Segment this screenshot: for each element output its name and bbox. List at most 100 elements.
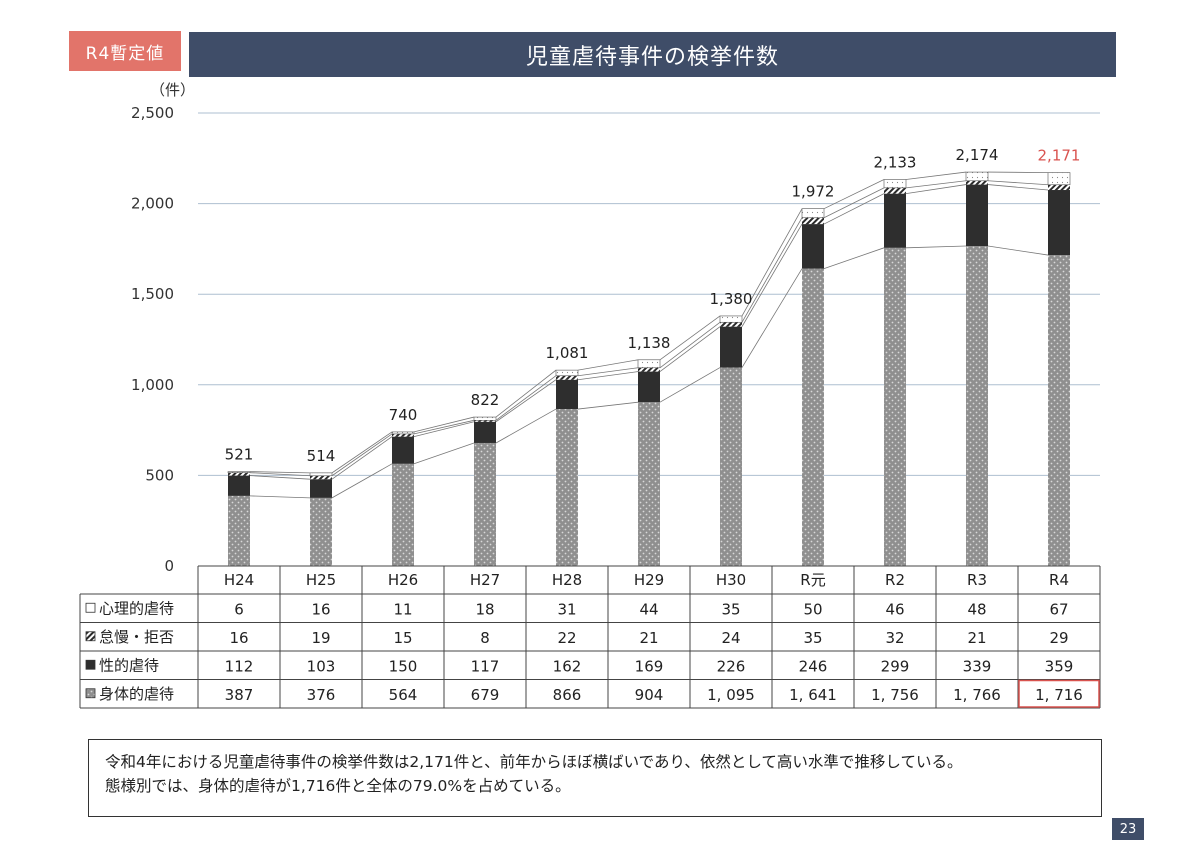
category-label: R3: [967, 571, 987, 589]
table-value: 35: [721, 600, 740, 618]
provisional-badge: R4暫定値: [69, 31, 181, 71]
table-value: 46: [885, 600, 904, 618]
bar-segment: [638, 402, 660, 566]
y-unit-label: （件）: [150, 81, 195, 99]
total-label: 1,380: [710, 290, 753, 308]
category-label: H29: [634, 571, 664, 589]
bar-segment: [310, 497, 332, 566]
bar-segment: [802, 224, 824, 269]
legend-label: 怠慢・拒否: [99, 628, 174, 646]
table-value: 1, 766: [953, 686, 1001, 704]
legend-swatch: [85, 688, 96, 699]
table-value: 359: [1045, 657, 1074, 675]
bar-segment: [884, 247, 906, 566]
page-number: 23: [1112, 818, 1144, 840]
table-value: 11: [393, 600, 412, 618]
table-value: 904: [635, 686, 664, 704]
total-label: 2,133: [874, 154, 917, 172]
table-value: 67: [1049, 600, 1068, 618]
table-value: 21: [639, 629, 658, 647]
table-value: 162: [553, 657, 582, 675]
summary-box: 令和4年における児童虐待事件の検挙件数は2,171件と、前年からほぼ横ばいであり…: [88, 739, 1102, 817]
bar-segment: [802, 217, 824, 225]
category-label: R元: [800, 571, 825, 589]
table-value: 15: [393, 629, 412, 647]
bar-segment: [228, 495, 250, 566]
bar-segment: [473, 416, 497, 421]
bar-segment: [719, 315, 743, 323]
bar-segment: [638, 367, 660, 372]
table-value: 18: [475, 600, 494, 618]
table-value: 246: [799, 657, 828, 675]
table-value: 169: [635, 657, 664, 675]
summary-line-1: 令和4年における児童虐待事件の検挙件数は2,171件と、前年からほぼ横ばいであり…: [105, 753, 963, 771]
bar-segment: [637, 359, 661, 369]
bar-segment: [392, 436, 414, 464]
total-label: 2,171: [1038, 147, 1081, 165]
table-value: 29: [1049, 629, 1068, 647]
table-value: 1, 716: [1035, 686, 1083, 704]
table-value: 48: [967, 600, 986, 618]
bar-segment: [556, 409, 578, 566]
total-label: 1,138: [628, 334, 671, 352]
legend-swatch: [85, 602, 96, 613]
bar-segment: [310, 479, 332, 498]
bar-segment: [1048, 255, 1070, 567]
bar-segment: [966, 180, 988, 185]
category-label: R2: [885, 571, 905, 589]
table-value: 32: [885, 629, 904, 647]
bar-segment: [310, 475, 332, 480]
bar-segment: [883, 179, 907, 189]
table-value: 8: [480, 629, 490, 647]
bar-segment: [638, 371, 660, 403]
bar-segment: [1048, 184, 1070, 191]
bar-segment: [228, 475, 250, 496]
bar-segment: [720, 326, 742, 368]
table-value: 679: [471, 686, 500, 704]
bar-segment: [556, 375, 578, 380]
table-value: 6: [234, 600, 244, 618]
category-label: H26: [388, 571, 418, 589]
series-connector: [249, 171, 1049, 474]
bar-segment: [965, 171, 989, 182]
total-label: 521: [225, 446, 254, 464]
table-value: 564: [389, 686, 418, 704]
table-value: 16: [229, 629, 248, 647]
bar-segment: [555, 369, 579, 377]
table-value: 339: [963, 657, 992, 675]
table-value: 22: [557, 629, 576, 647]
bar-segment: [391, 431, 415, 435]
category-label: R4: [1049, 571, 1069, 589]
bar-segment: [801, 208, 825, 219]
summary-line-2: 態様別では、身体的虐待が1,716件と全体の79.0%を占めている。: [105, 777, 571, 795]
bar-segment: [309, 472, 333, 477]
bar-segment: [884, 187, 906, 194]
table-value: 226: [717, 657, 746, 675]
legend-label: 性的虐待: [99, 656, 159, 674]
category-label: H27: [470, 571, 500, 589]
bar-segment: [966, 184, 988, 247]
y-tick-label: 2,500: [131, 104, 174, 122]
bar-segment: [474, 421, 496, 443]
bar-segment: [474, 420, 496, 422]
table-value: 31: [557, 600, 576, 618]
category-label: H28: [552, 571, 582, 589]
total-label: 514: [307, 447, 336, 465]
table-value: 19: [311, 629, 330, 647]
bar-segment: [392, 463, 414, 566]
bar-segment: [720, 367, 742, 566]
y-tick-label: 500: [145, 466, 174, 484]
bar-segment: [392, 433, 414, 437]
y-tick-label: 2,000: [131, 195, 174, 213]
bar-segment: [720, 322, 742, 327]
table-value: 112: [225, 657, 254, 675]
table-value: 50: [803, 600, 822, 618]
table-value: 1, 641: [789, 686, 837, 704]
table-value: 117: [471, 657, 500, 675]
highlight-cell: [1018, 679, 1100, 708]
table-value: 376: [307, 686, 336, 704]
table-value: 1, 095: [707, 686, 755, 704]
total-label: 1,081: [546, 344, 589, 362]
table-value: 1, 756: [871, 686, 919, 704]
y-tick-label: 0: [164, 557, 174, 575]
